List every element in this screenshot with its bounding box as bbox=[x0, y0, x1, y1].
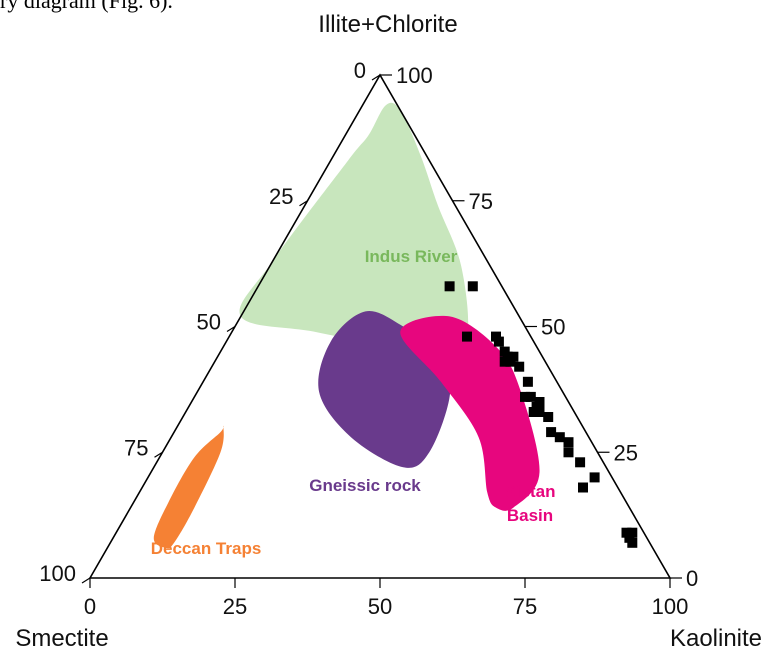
sample-point bbox=[575, 457, 586, 468]
tick-label-left-25: 25 bbox=[269, 184, 293, 209]
caption-fragment: ry diagram (Fig. 6). bbox=[0, 0, 173, 13]
sample-point bbox=[534, 397, 545, 407]
labels-layer: Illite+Chlorite Smectite Kaolinite Indus… bbox=[15, 11, 762, 650]
sample-point bbox=[563, 437, 574, 448]
sample-point bbox=[499, 346, 510, 357]
region-label-deccan-traps: Deccan Traps bbox=[151, 539, 262, 558]
tick-label-right-25: 75 bbox=[469, 189, 493, 214]
region-label-indus-river: Indus River bbox=[365, 247, 458, 266]
tick-left-25 bbox=[299, 200, 308, 207]
sample-point bbox=[520, 391, 530, 402]
vertex-label-top: Illite+Chlorite bbox=[318, 11, 457, 38]
tick-label-bottom-50: 50 bbox=[368, 594, 392, 619]
sample-point bbox=[554, 432, 565, 443]
region-deccan-traps bbox=[153, 425, 224, 549]
sample-point bbox=[514, 361, 525, 372]
sample-point bbox=[627, 537, 638, 548]
tick-left-100 bbox=[81, 577, 91, 584]
vertex-label-left: Smectite bbox=[15, 625, 108, 650]
region-label-sistan-basin: Sistan Basin bbox=[504, 482, 555, 525]
sample-point bbox=[528, 407, 539, 417]
tick-layer: 0 25 50 75 100 0 25 50 75 100 100 75 50 25 0 bbox=[39, 58, 698, 619]
sample-point bbox=[578, 482, 588, 493]
sample-point bbox=[627, 527, 638, 538]
sample-point bbox=[589, 472, 600, 483]
sample-point bbox=[546, 427, 557, 438]
tick-label-bottom-100: 100 bbox=[652, 594, 689, 619]
sample-point bbox=[444, 281, 455, 292]
sample-point bbox=[499, 356, 510, 367]
tick-label-right-75: 25 bbox=[614, 440, 638, 465]
tick-label-bottom-0: 0 bbox=[84, 594, 96, 619]
tick-label-right-100: 0 bbox=[686, 566, 698, 591]
sample-point bbox=[525, 391, 536, 402]
region-label-gneissic-rock: Gneissic rock bbox=[309, 476, 421, 495]
tick-label-left-100: 100 bbox=[39, 561, 76, 586]
tick-left-0 bbox=[371, 74, 381, 81]
sample-point bbox=[493, 336, 504, 347]
tick-label-bottom-25: 25 bbox=[223, 594, 247, 619]
tick-left-50 bbox=[226, 325, 236, 333]
sample-point bbox=[543, 412, 554, 422]
tick-label-right-50: 50 bbox=[541, 315, 565, 340]
tick-label-bottom-75: 75 bbox=[513, 594, 537, 619]
sample-point bbox=[563, 447, 574, 458]
tick-label-left-0: 0 bbox=[354, 58, 366, 83]
tick-label-left-75: 75 bbox=[124, 435, 148, 460]
sample-point bbox=[467, 281, 478, 292]
tick-left-75 bbox=[154, 451, 163, 458]
sample-point bbox=[534, 407, 545, 417]
samples-layer bbox=[444, 281, 638, 548]
vertex-label-right: Kaolinite bbox=[670, 625, 762, 650]
region-indus-river bbox=[239, 102, 469, 353]
sample-point bbox=[505, 356, 516, 367]
sample-point bbox=[462, 331, 472, 342]
sample-point bbox=[522, 376, 533, 387]
tick-label-right-0: 100 bbox=[396, 63, 433, 88]
tick-label-left-50: 50 bbox=[197, 310, 221, 335]
sample-point bbox=[621, 527, 632, 538]
